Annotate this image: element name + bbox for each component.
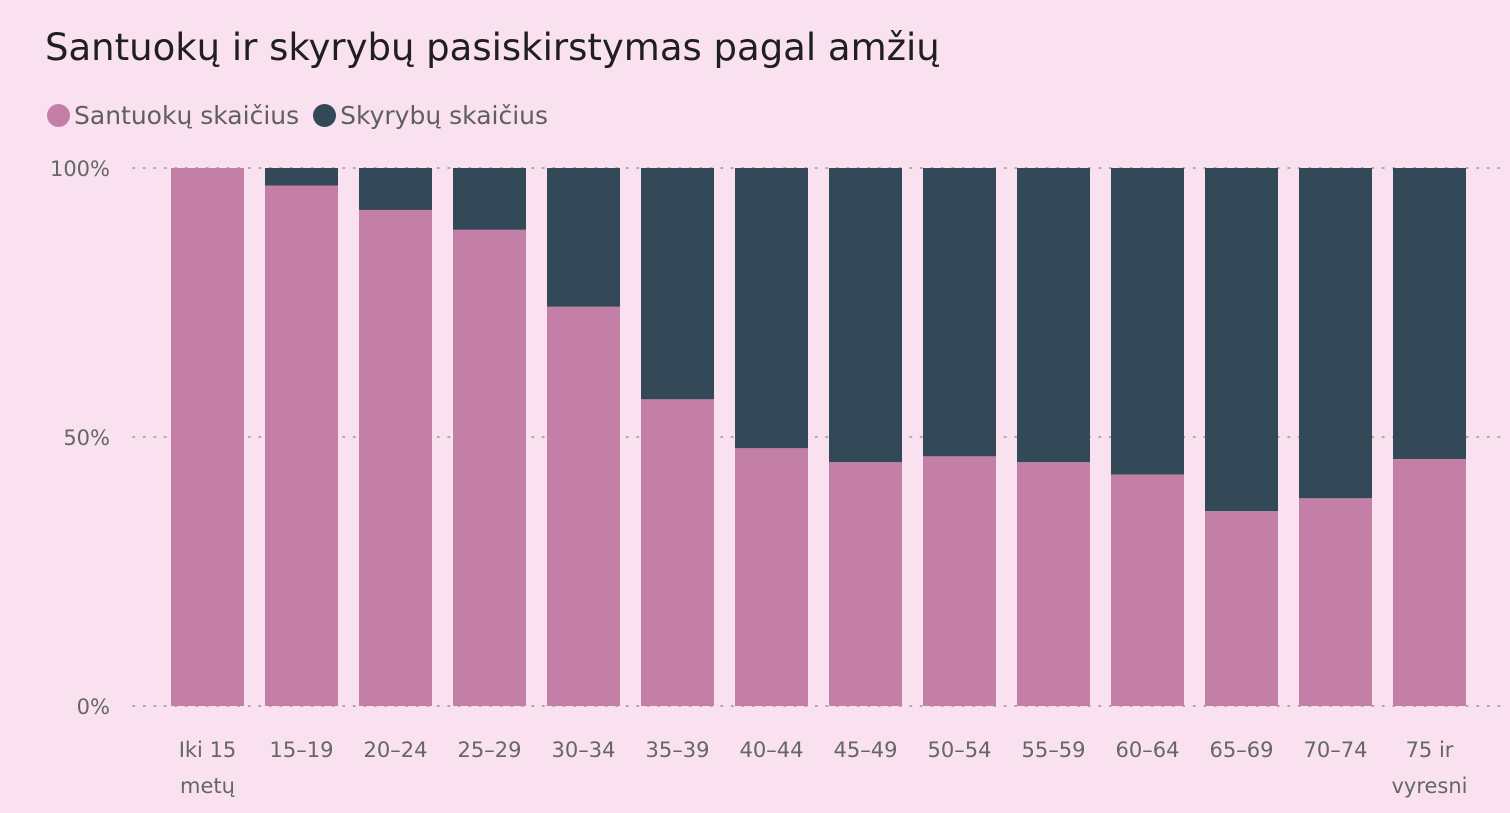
bar-divorces [1017, 168, 1090, 463]
legend-item-divorces[interactable]: Skyrybų skaičius [313, 101, 548, 130]
bar-divorces [547, 168, 620, 307]
bar-marriages [829, 462, 902, 706]
x-tick-label: metų [180, 774, 235, 798]
y-tick-label: 100% [50, 157, 110, 181]
bar-marriages [735, 448, 808, 706]
bar-divorces [265, 168, 338, 186]
bar-marriages [641, 399, 714, 706]
legend-item-marriages[interactable]: Santuokų skaičius [47, 101, 299, 130]
bar-divorces [1299, 168, 1372, 499]
x-tick-label: 70–74 [1304, 738, 1368, 762]
x-tick-label: 35–39 [646, 738, 710, 762]
x-tick-label: 45–49 [834, 738, 898, 762]
bar-marriages [171, 168, 244, 706]
x-tick-label: Iki 15 [179, 738, 237, 762]
x-tick-label: 15–19 [270, 738, 334, 762]
x-tick-label: 65–69 [1210, 738, 1274, 762]
x-tick-label: 25–29 [458, 738, 522, 762]
bar-divorces [829, 168, 902, 463]
x-tick-label: vyresni [1391, 774, 1467, 798]
bar-divorces [923, 168, 996, 457]
bar-divorces [359, 168, 432, 210]
bar-divorces [735, 168, 808, 449]
x-tick-label: 40–44 [740, 738, 804, 762]
bar-marriages [453, 229, 526, 706]
x-tick-label: 60–64 [1116, 738, 1180, 762]
bar-marriages [547, 306, 620, 706]
chart-title: Santuokų ir skyrybų pasiskirstymas pagal… [45, 26, 940, 69]
bar-marriages [359, 209, 432, 707]
bar-marriages [1111, 474, 1184, 706]
legend-dot-marriages [47, 104, 70, 127]
bar-marriages [1393, 459, 1466, 706]
bar-marriages [265, 185, 338, 706]
bar-marriages [1017, 462, 1090, 706]
bar-divorces [1111, 168, 1184, 475]
legend-label-marriages: Santuokų skaičius [74, 101, 300, 130]
bar-divorces [641, 168, 714, 400]
x-tick-label: 30–34 [552, 738, 616, 762]
bar-marriages [1205, 511, 1278, 706]
legend-dot-divorces [313, 104, 337, 127]
x-tick-label: 50–54 [928, 738, 992, 762]
legend-label-divorces: Skyrybų skaičius [340, 101, 549, 130]
legend: Santuokų skaičius Skyrybų skaičius [47, 101, 562, 130]
bar-marriages [1299, 498, 1372, 706]
x-tick-label: 20–24 [364, 738, 428, 762]
bar-divorces [453, 168, 526, 230]
y-tick-label: 50% [63, 426, 110, 450]
bar-divorces [1205, 168, 1278, 512]
x-tick-label: 55–59 [1022, 738, 1086, 762]
y-tick-label: 0% [77, 695, 110, 719]
bar-marriages [923, 456, 996, 706]
bar-divorces [1393, 168, 1466, 460]
x-tick-label: 75 ir [1406, 738, 1454, 762]
